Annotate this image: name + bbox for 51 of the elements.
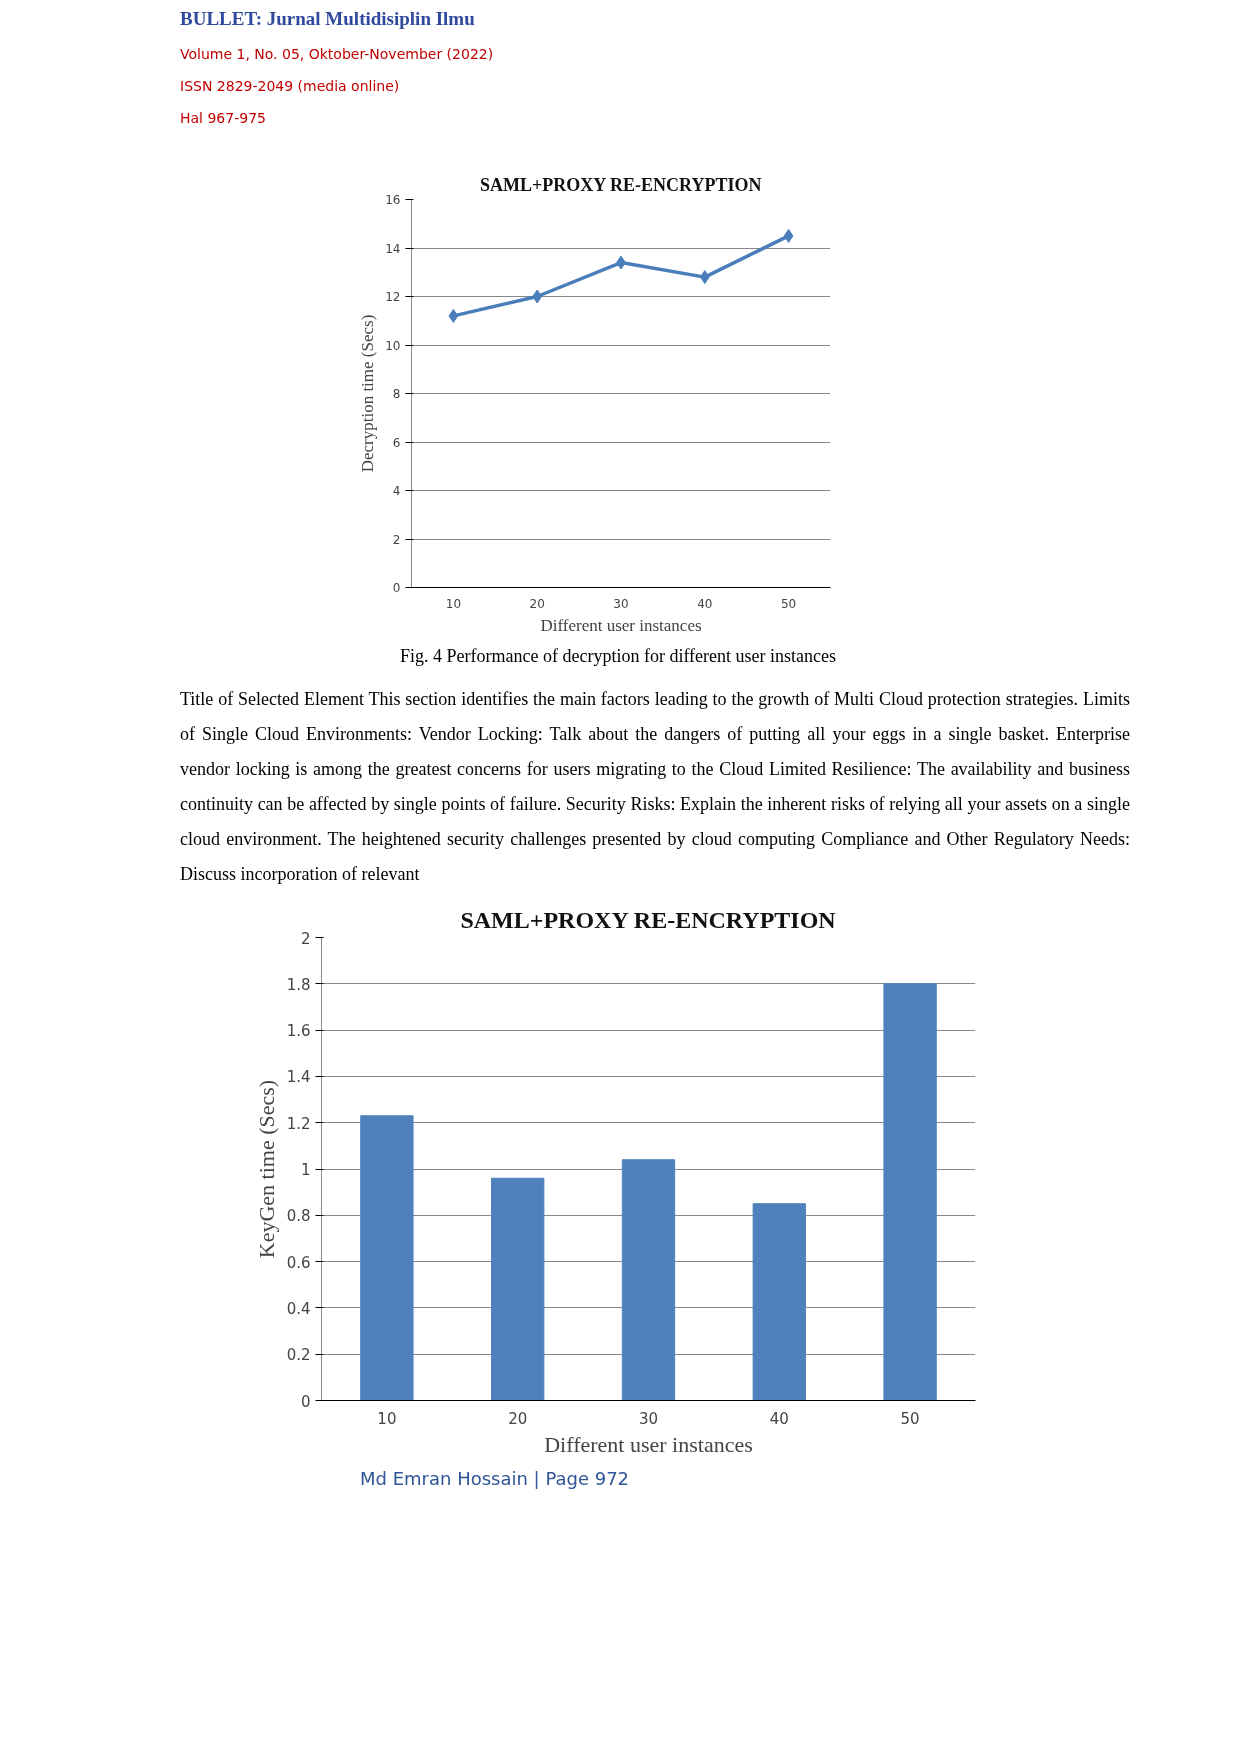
point	[783, 229, 794, 244]
y-tick-label: 16	[385, 193, 401, 208]
x-tick-label: 50	[900, 1409, 920, 1428]
text: Title of Selected Element This section identifies the main factors leading to the growth of Multi Cloud protection strategies. Limits of Single Cloud Environments: Vendor Locking: Talk about the dangers of putting all your eggs in a single basket. Enterprise vendor locking is among the greatest concerns for users migrating to the Cloud Limited Resilience: The availability and business continuity can be affected by single points of failure. Security Risks: Explain the inherent risks of relying all your assets on a single cloud environment. The heightened security challenges presented by cloud computing Compliance and Other Regulatory Needs: Discuss incorporation of relevant	[180, 687, 1130, 887]
point	[532, 289, 543, 304]
bar	[883, 983, 937, 1401]
y-tick-label: 1.8	[286, 976, 311, 995]
y-tick-label: 1	[300, 1161, 311, 1180]
y-tick-label: 2	[300, 929, 311, 948]
chart-title: SAML+PROXY RE-ENCRYPTION	[479, 174, 762, 195]
bar	[621, 1159, 676, 1401]
point	[448, 309, 459, 324]
y-tick-label: 0	[300, 1392, 311, 1411]
y-tick-label: 4	[392, 484, 401, 499]
y-tick-label: 8	[392, 387, 401, 402]
chart-title: SAML+PROXY RE-ENCRYPTION	[460, 906, 837, 933]
y-tick-label: 1.4	[286, 1068, 311, 1087]
x-tick-label: 40	[697, 596, 713, 611]
x-axis-title: Different user instances	[540, 615, 702, 635]
point	[699, 270, 710, 285]
bar	[752, 1203, 806, 1401]
bar	[491, 1178, 545, 1401]
x-tick-label: 30	[638, 1409, 659, 1428]
y-tick-label: 6	[392, 435, 401, 450]
text: Volume 1, No. 05, Oktober-November (2022)	[180, 45, 494, 65]
y-tick-label: 0.8	[286, 1207, 311, 1226]
x-axis-title: Different user instances	[544, 1431, 753, 1457]
text: ISSN 2829-2049 (media online)	[180, 77, 400, 97]
y-tick-label: 0.6	[286, 1254, 311, 1273]
x-tick-label: 20	[508, 1409, 528, 1428]
text: Md Emran Hossain | Page 972	[360, 1467, 630, 1492]
y-tick-label: 0.2	[286, 1346, 311, 1365]
y-tick-label: 0.4	[286, 1300, 311, 1319]
x-tick-label: 40	[769, 1409, 789, 1428]
y-tick-label: 10	[385, 338, 401, 353]
y-tick-label: 2	[392, 532, 401, 547]
y-tick-label: 12	[385, 290, 401, 305]
x-tick-label: 50	[780, 596, 797, 611]
caption: Fig. 4 Performance of decryption for different user instances	[400, 645, 837, 669]
bar	[360, 1115, 414, 1401]
text: Hal 967-975	[180, 109, 266, 129]
y-tick-label: 1.2	[286, 1115, 311, 1134]
y-tick-label: 14	[385, 241, 401, 256]
y-axis-title: Decryption time (Secs)	[358, 314, 378, 473]
y-axis-title: KeyGen time (Secs)	[253, 1080, 279, 1259]
text: BULLET: Jurnal Multidisiplin Ilmu	[180, 7, 475, 31]
y-tick-label: 1.6	[286, 1022, 311, 1041]
y-tick-label: 0	[392, 581, 401, 596]
x-tick-label: 20	[529, 596, 545, 611]
x-tick-label: 10	[445, 596, 462, 611]
x-tick-label: 30	[613, 596, 629, 611]
